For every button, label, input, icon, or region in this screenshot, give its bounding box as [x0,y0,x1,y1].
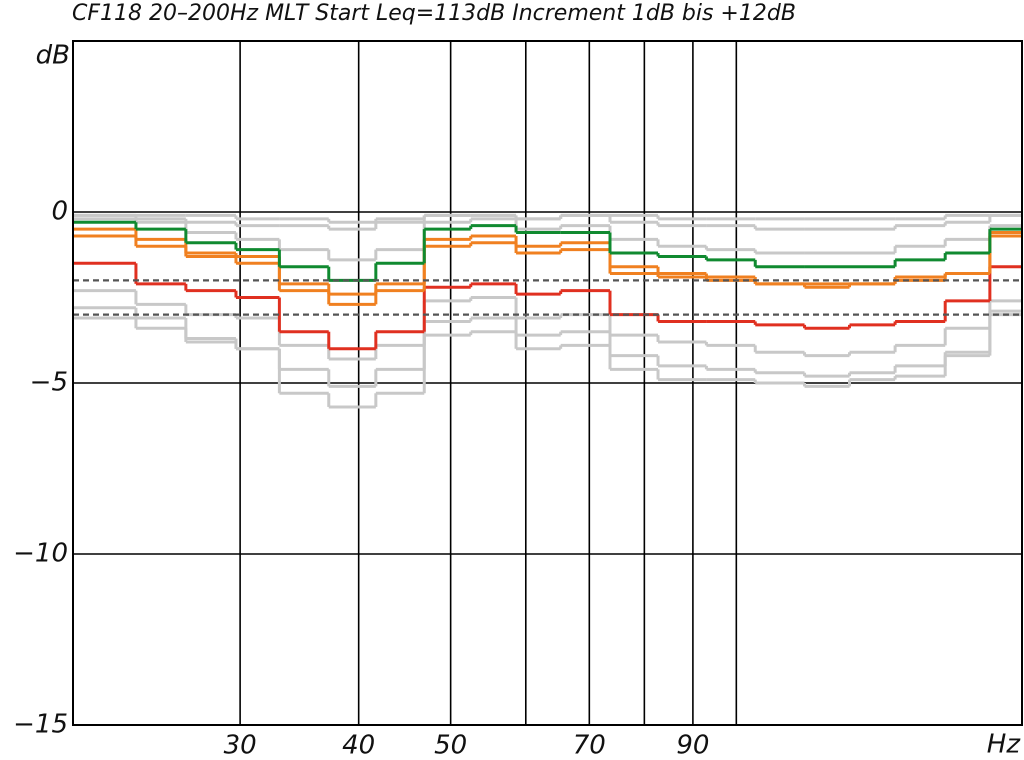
y-tick-label: 0 [51,197,68,227]
x-tick-label: 30 [224,731,257,760]
y-tick-label: −5 [30,368,68,398]
plot-frame [72,40,1023,726]
x-tick-label: 70 [573,731,606,760]
x-tick-label: 50 [434,731,467,760]
y-tick-label: −15 [13,710,68,740]
x-tick-label: 90 [676,731,709,760]
y-tick-label: −10 [13,539,68,569]
y-axis-label: dB [36,41,70,71]
x-tick-label: 40 [342,731,375,760]
x-axis-label: Hz [987,730,1022,760]
chart-title: CF118 20–200Hz MLT Start Leq=113dB Incre… [72,1,796,26]
